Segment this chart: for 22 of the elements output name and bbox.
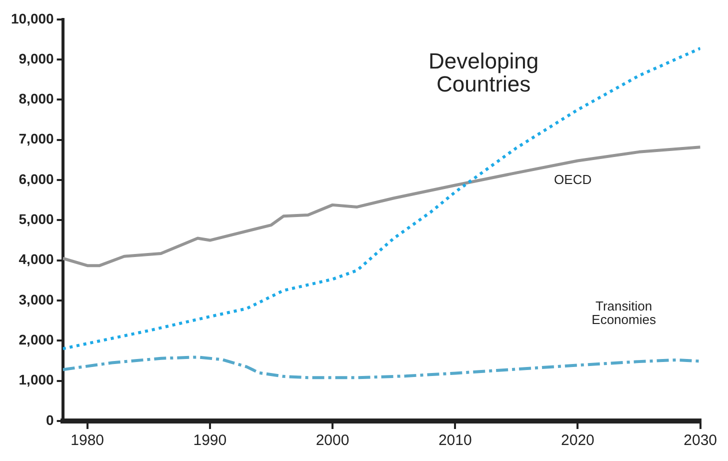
y-tick-label: 6,000 <box>18 170 54 187</box>
y-tick-label: 0 <box>46 412 54 428</box>
x-tick-label: 1990 <box>193 432 227 450</box>
series-label: Developing Countries <box>428 48 539 97</box>
y-tick-label: 10,000 <box>10 10 54 26</box>
x-tick-label: 2000 <box>316 432 350 450</box>
x-tick-label: 2020 <box>561 432 594 450</box>
y-tick-label: 3,000 <box>18 291 54 308</box>
y-tick-label: 1,000 <box>18 372 54 388</box>
text: Transition Economies <box>592 298 656 328</box>
line-series <box>62 356 700 380</box>
x-tick-label: 1980 <box>70 432 104 450</box>
y-tick-label: 7,000 <box>18 130 54 147</box>
x-tick-label: 2010 <box>438 432 472 450</box>
x-tick-label: 2030 <box>684 432 718 450</box>
y-tick-label: 9,000 <box>18 50 54 66</box>
y-tick-label: 4,000 <box>18 251 54 268</box>
series-label: OECD <box>554 172 592 188</box>
y-tick-label: 8,000 <box>18 90 54 107</box>
line-series <box>62 46 700 350</box>
y-tick-label: 5,000 <box>18 211 54 228</box>
y-tick-label: 2,000 <box>18 332 54 348</box>
